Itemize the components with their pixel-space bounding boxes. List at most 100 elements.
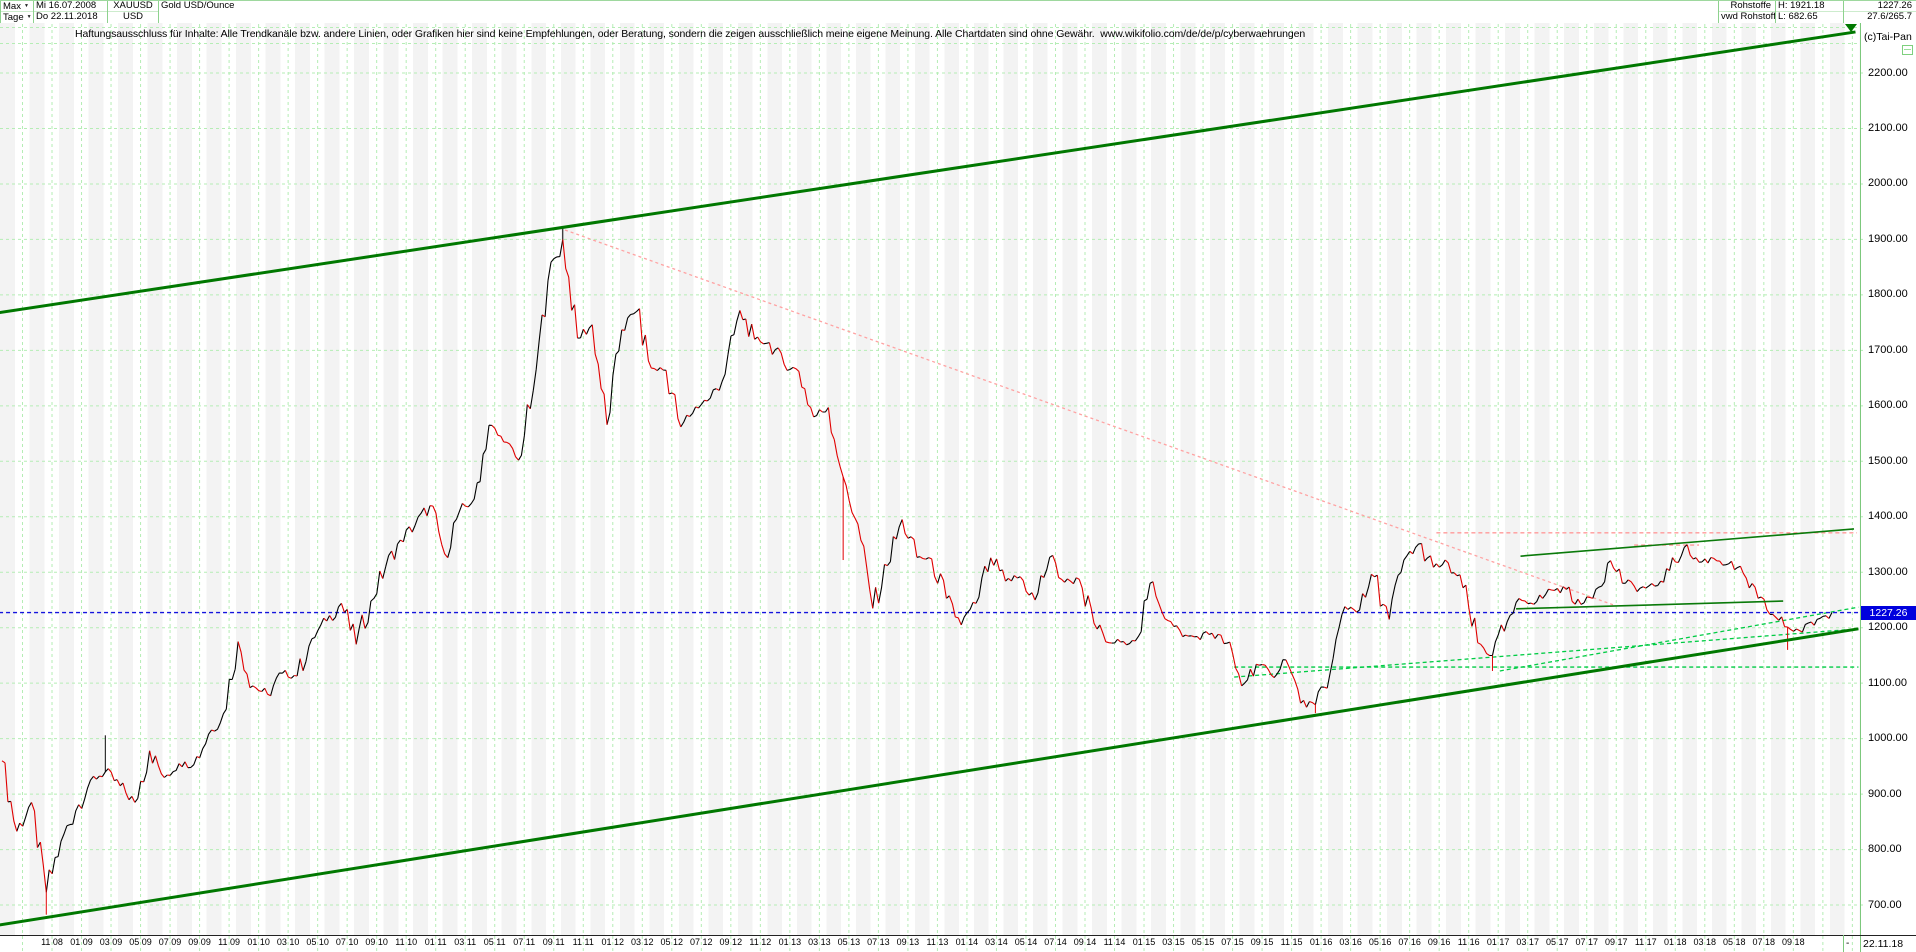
x-axis-label: 05 12: [660, 937, 684, 947]
x-axis-label: 03 09: [99, 937, 123, 947]
x-axis-label: 09 16: [1427, 937, 1451, 947]
price-axis-label: 1300.00: [1868, 565, 1908, 578]
trendline-channel-bottom: [0, 627, 1859, 927]
x-axis-label: 01 15: [1132, 937, 1156, 947]
x-axis-label: 07 16: [1398, 937, 1421, 947]
x-axis-label: 03 16: [1339, 937, 1362, 947]
x-axis-label: 01 10: [247, 937, 270, 947]
x-axis-label: 11 11: [572, 937, 594, 947]
x-axis-label: 11 16: [1457, 937, 1480, 947]
x-axis-label: 05 14: [1014, 937, 1038, 947]
currency-label: USD: [122, 11, 144, 22]
x-axis-label: 07 11: [513, 937, 536, 947]
x-axis-label: 01 16: [1309, 937, 1333, 947]
x-axis-label: 07 18: [1752, 937, 1776, 947]
price-axis-label: 800.00: [1868, 843, 1902, 856]
price-change-label: 27.6/265.7: [1867, 11, 1912, 22]
x-axis-label: 11 10: [395, 937, 418, 947]
price-axis-label: 2100.00: [1868, 121, 1908, 134]
period-low-label: L: 682.65: [1778, 11, 1818, 22]
trendline-support-fan-1: [1499, 606, 1859, 672]
x-axis-label: 11 12: [749, 937, 772, 947]
x-axis-label: 03 17: [1516, 937, 1539, 947]
trendline-downtrend-from-2011-peak: [564, 229, 1614, 606]
x-axis-label: 05 09: [129, 937, 152, 947]
x-axis-label: 01 11: [424, 937, 447, 947]
x-axis-label: 09 15: [1250, 937, 1274, 947]
price-axis-label: 900.00: [1868, 787, 1902, 800]
instrument-cell: Gold USD/Ounce: [158, 1, 1718, 23]
x-axis-label: 07 10: [335, 937, 359, 947]
high-low-cell: H: 1921.18 L: 682.65: [1775, 1, 1843, 23]
date-from-field[interactable]: Mi 16.07.2008: [34, 1, 107, 12]
legend-toggle-button[interactable]: [1902, 45, 1913, 55]
x-axis-label: 01 14: [955, 937, 979, 947]
period-dropdown-label: Tage: [3, 12, 24, 23]
axis-end-date: 22.11.18: [1863, 938, 1904, 950]
trendline-front-layer: [0, 24, 1859, 927]
disclaimer-text: Haftungsausschluss für Inhalte: Alle Tre…: [75, 28, 1095, 40]
x-axis-label: 03 10: [276, 937, 300, 947]
channel-end-triangle-icon: [1845, 24, 1857, 32]
grid-layer: [0, 23, 1916, 952]
x-axis-label: 07 15: [1221, 937, 1244, 947]
x-axis-label: 03 15: [1162, 937, 1185, 947]
last-change-cell: 1227.26 27.6/265.7: [1843, 1, 1916, 23]
x-axis-label: 05 13: [837, 937, 861, 947]
instrument-name: Gold USD/Ounce: [161, 0, 235, 11]
x-axis-label: 11 13: [926, 937, 949, 947]
x-axis-label: 03 11: [454, 937, 477, 947]
date-range-cell: Mi 16.07.2008 Do 22.11.2018: [33, 1, 107, 23]
period-dropdown[interactable]: Tage ▼: [1, 12, 33, 23]
range-period-cell: Max ▼ Tage ▼: [0, 1, 33, 23]
price-axis-label: 700.00: [1868, 898, 1902, 911]
trendline-back-layer: [0, 229, 1860, 678]
price-axis-label: 1000.00: [1868, 732, 1908, 745]
minimize-icon: [1904, 49, 1911, 50]
x-axis-label: 03 18: [1693, 937, 1717, 947]
range-dropdown[interactable]: Max ▼: [1, 1, 33, 12]
copyright-label: (c)Tai-Pan: [1864, 31, 1912, 43]
axis-end-dash: -: [1846, 938, 1850, 949]
x-axis-label: 05 16: [1368, 937, 1392, 947]
price-series-down: [1, 239, 1830, 893]
date-to-field[interactable]: Do 22.11.2018: [36, 11, 98, 22]
price-axis-label: 2200.00: [1868, 66, 1908, 79]
price-axis-label: 1400.00: [1868, 510, 1908, 523]
x-axis-label: 03 13: [808, 937, 831, 947]
x-axis-label: 01 13: [778, 937, 802, 947]
x-axis-label: 05 11: [483, 937, 506, 947]
x-axis-label: 01 12: [601, 937, 625, 947]
x-axis-label: 07 12: [690, 937, 713, 947]
price-axis-label: 1200.00: [1868, 621, 1908, 634]
x-axis-label: 09 12: [719, 937, 743, 947]
x-axis-label: 09 17: [1604, 937, 1628, 947]
price-axis-label: 1500.00: [1868, 454, 1908, 467]
price-axis-label: 2000.00: [1868, 177, 1908, 190]
x-axis-label: 09 14: [1073, 937, 1097, 947]
x-axis-label: 05 18: [1723, 937, 1746, 947]
trendline-wedge-top: [1520, 528, 1855, 557]
x-axis-label: 09 18: [1782, 937, 1805, 947]
price-axis-label: 1700.00: [1868, 343, 1908, 356]
x-axis-label: 07 09: [158, 937, 182, 947]
category-label: Rohstoffe: [1719, 1, 1775, 12]
last-price-label: 1227.26: [1844, 1, 1916, 12]
dropdown-arrow-icon: ▼: [23, 3, 29, 9]
x-axis-label: 01 17: [1486, 937, 1510, 947]
price-axis-label: 1900.00: [1868, 232, 1908, 245]
x-axis-label: 11 09: [218, 937, 241, 947]
category-cell: Rohstoffe vwd Rohstoffe: [1718, 1, 1782, 23]
x-axis-label: 09 13: [896, 937, 920, 947]
feed-label: vwd Rohstoffe: [1721, 11, 1782, 22]
trendline-support-fan-2: [1234, 628, 1859, 678]
price-axis-label: 1100.00: [1868, 676, 1907, 689]
x-axis-label: 03 12: [631, 937, 654, 947]
x-axis-label: 03 14: [985, 937, 1008, 947]
chart-header: Max ▼ Tage ▼ Mi 16.07.2008 Do 22.11.2018 X…: [0, 0, 1916, 23]
wikifolio-link[interactable]: www.wikifolio.com/de/de/p/cyberwaehrunge…: [1100, 28, 1306, 40]
x-axis-label: 01 09: [70, 937, 93, 947]
trendline-wedge-bottom: [1516, 600, 1784, 610]
x-axis-label: 11 08: [41, 937, 63, 947]
